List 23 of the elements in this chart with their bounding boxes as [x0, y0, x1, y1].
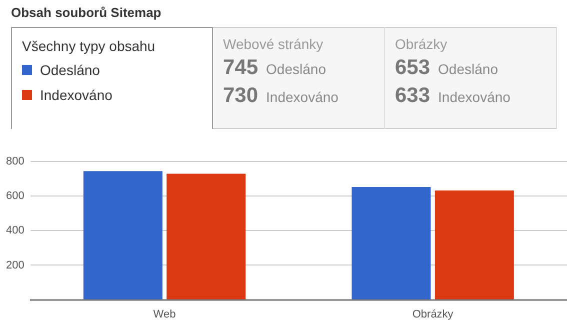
legend-label: Indexováno [40, 87, 112, 103]
bar [434, 190, 514, 300]
text: Odesláno [266, 61, 326, 77]
text: Indexováno [266, 89, 338, 105]
legend-title: Všechny typy obsahu [22, 38, 156, 54]
y-tick-label: 200 [6, 259, 24, 272]
y-tick-label: 800 [6, 156, 24, 168]
text: Obrázky [395, 36, 448, 52]
x-tick-label: Web [153, 308, 176, 320]
data-label: 633 [395, 84, 430, 108]
bar [166, 174, 246, 300]
text: Webové stránky [223, 36, 324, 52]
data-label: 653 [395, 56, 430, 80]
text: Odesláno [438, 61, 498, 77]
bar [352, 186, 431, 300]
y-tick-label: 400 [6, 224, 24, 237]
data-label: 745 [223, 56, 258, 80]
bar [83, 171, 162, 300]
chart-title: Obsah souborů Sitemap [10, 4, 162, 22]
text: Indexováno [438, 89, 510, 105]
y-tick-label: 600 [6, 190, 24, 202]
data-label: 730 [223, 84, 258, 108]
legend-label: Odesláno [40, 62, 100, 78]
